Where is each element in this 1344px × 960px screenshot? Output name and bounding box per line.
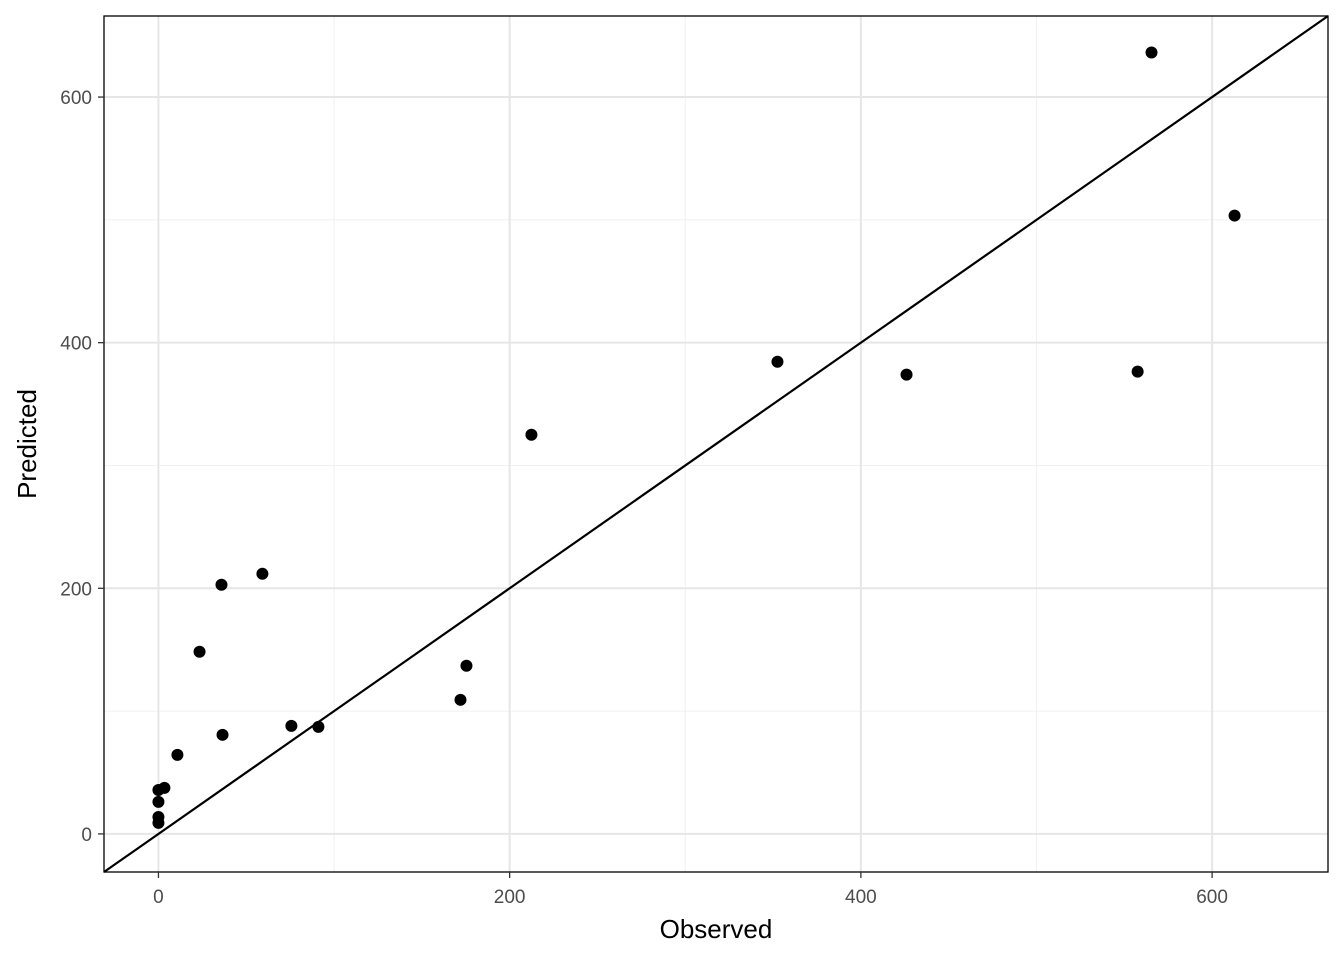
data-point xyxy=(171,748,184,761)
data-point xyxy=(215,578,228,591)
identity-line xyxy=(103,15,1329,873)
data-point xyxy=(216,728,229,741)
data-point xyxy=(285,719,298,732)
x-tick-label: 0 xyxy=(153,887,164,908)
data-point xyxy=(900,368,913,381)
y-tick-label: 600 xyxy=(60,88,92,109)
grid xyxy=(104,16,1328,872)
data-point xyxy=(312,720,325,733)
data-point xyxy=(525,428,538,441)
data-point xyxy=(152,795,165,808)
x-tick-label: 600 xyxy=(1196,887,1228,908)
data-point xyxy=(1145,46,1158,59)
data-point xyxy=(152,783,165,796)
y-axis-ticks: 0 200 400 600 xyxy=(60,88,104,846)
data-point xyxy=(152,816,165,829)
y-tick-label: 200 xyxy=(60,579,92,600)
x-tick-label: 200 xyxy=(494,887,526,908)
points xyxy=(152,46,1241,829)
data-point xyxy=(460,659,473,672)
y-tick-label: 0 xyxy=(81,825,92,846)
data-point xyxy=(193,645,206,658)
data-point xyxy=(1131,365,1144,378)
identity-line-group xyxy=(103,15,1329,873)
y-axis-title: Predicted xyxy=(12,389,42,499)
data-point xyxy=(771,355,784,368)
x-axis-title: Observed xyxy=(660,914,773,944)
y-tick-label: 400 xyxy=(60,334,92,355)
data-point xyxy=(454,693,467,706)
x-tick-label: 400 xyxy=(845,887,877,908)
panel-border xyxy=(103,15,1329,873)
data-point xyxy=(256,567,269,580)
data-point xyxy=(1228,209,1241,222)
x-axis-ticks: 0 200 400 600 xyxy=(153,872,1228,908)
